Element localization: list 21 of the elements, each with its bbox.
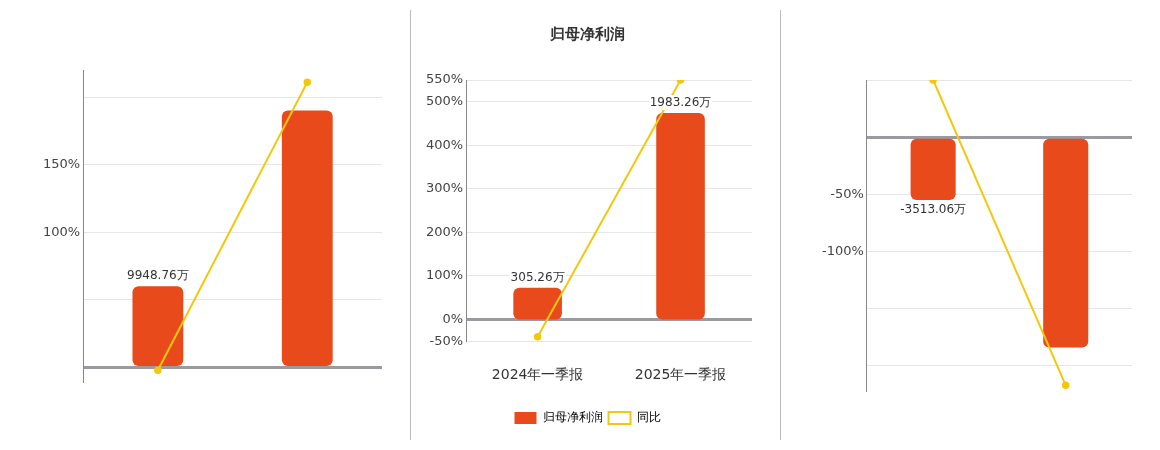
- y-tick-label: 200%: [425, 223, 464, 239]
- legend-label: 同比: [636, 410, 661, 425]
- y-tick-label: -50%: [429, 332, 464, 348]
- y-tick-label: 300%: [425, 180, 464, 196]
- annotation: -3513.06万: [900, 202, 967, 217]
- chart-title: 归母净利润: [549, 24, 625, 43]
- y-tick-label: 100%: [425, 267, 464, 283]
- y-tick-label: 400%: [425, 136, 464, 152]
- data-label: 1983.26万: [649, 95, 712, 110]
- annotation: 9948.76万: [127, 268, 189, 283]
- y-tick-label: 550%: [425, 71, 464, 87]
- y-tick-label: 100%: [42, 223, 81, 239]
- y-tick-label: 500%: [425, 93, 464, 109]
- data-label: 305.26万: [510, 269, 565, 284]
- legend-label: 归母净利润: [542, 410, 603, 425]
- y-tick-label: -100%: [822, 242, 864, 258]
- x-tick-label: 2024年一季报: [491, 366, 584, 383]
- y-tick-label: 150%: [42, 156, 81, 172]
- y-tick-label: -50%: [830, 185, 864, 201]
- y-tick-label: 0%: [442, 310, 464, 326]
- x-tick-label: 2025年一季报: [634, 366, 727, 383]
